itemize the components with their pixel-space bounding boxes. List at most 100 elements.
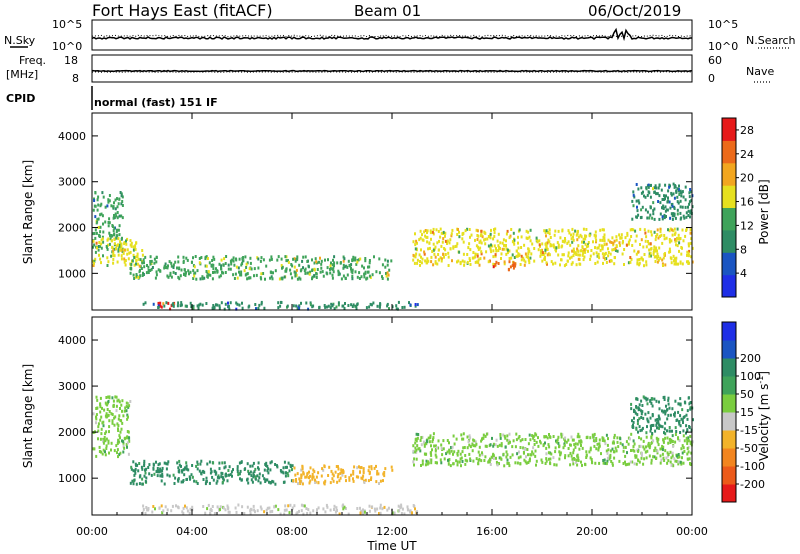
echo-cell: [663, 216, 666, 220]
echo-cell: [171, 504, 174, 508]
echo-cell: [687, 209, 690, 213]
echo-cell: [238, 270, 240, 274]
echo-cell: [177, 477, 180, 481]
echo-cell: [581, 463, 583, 467]
colorbar-segment: [722, 162, 736, 186]
echo-cell: [429, 436, 432, 440]
freq-series: [91, 69, 693, 73]
echo-cell: [570, 454, 573, 458]
echo-cell: [291, 468, 293, 472]
echo-cell: [335, 509, 338, 513]
echo-cell: [174, 476, 177, 480]
echo-cell: [523, 458, 526, 462]
echo-cell: [688, 249, 691, 253]
echo-cell: [667, 459, 670, 463]
echo-cell: [191, 505, 194, 509]
echo-cell: [120, 192, 123, 196]
echo-cell: [646, 417, 649, 421]
echo-cell: [142, 258, 145, 262]
echo-cell: [104, 450, 106, 454]
echo-cell: [539, 254, 542, 258]
echo-cell: [474, 444, 477, 448]
echo-cell: [503, 262, 506, 266]
echo-cell: [686, 447, 689, 450]
echo-cell: [603, 458, 606, 462]
echo-cell: [286, 465, 288, 469]
echo-cell: [507, 461, 510, 465]
echo-cell: [289, 503, 292, 507]
echo-cell: [113, 449, 116, 453]
echo-cell: [96, 220, 99, 224]
echo-cell: [159, 301, 162, 305]
echo-cell: [133, 478, 136, 482]
echo-cell: [99, 225, 102, 229]
echo-cell: [169, 307, 172, 311]
echo-cell: [642, 395, 645, 399]
echo-cell: [426, 257, 429, 261]
echo-cell: [513, 242, 516, 246]
echo-cell: [638, 258, 641, 261]
echo-cell: [253, 508, 256, 512]
echo-cell: [514, 264, 517, 268]
y-tick-label: 1000: [58, 267, 86, 280]
echo-cell: [221, 480, 224, 484]
echo-cell: [210, 264, 213, 268]
echo-cell: [681, 456, 683, 460]
echo-cell: [288, 511, 291, 515]
echo-cell: [683, 415, 686, 419]
echo-cell: [121, 439, 123, 443]
echo-cell: [368, 265, 371, 269]
velocity-echo-marks: [92, 395, 694, 516]
echo-cell: [244, 467, 247, 471]
echo-cell: [415, 448, 418, 452]
echo-cell: [308, 476, 310, 480]
echo-cell: [423, 250, 426, 254]
echo-cell: [681, 408, 684, 412]
echo-cell: [471, 256, 474, 260]
echo-cell: [477, 261, 480, 265]
echo-cell: [657, 421, 660, 425]
echo-cell: [677, 187, 680, 191]
echo-cell: [581, 240, 583, 244]
echo-cell: [545, 457, 548, 461]
echo-cell: [135, 463, 137, 467]
echo-cell: [444, 248, 447, 252]
echo-cell: [593, 444, 596, 448]
echo-cell: [132, 253, 135, 257]
echo-cell: [640, 453, 643, 457]
echo-cell: [94, 191, 97, 195]
echo-cell: [99, 396, 102, 400]
echo-cell: [124, 436, 126, 440]
echo-cell: [102, 424, 105, 428]
echo-cell: [309, 303, 312, 307]
echo-cell: [345, 264, 348, 268]
echo-cell: [95, 454, 98, 458]
echo-cell: [442, 253, 445, 256]
echo-cell: [121, 250, 124, 254]
echo-cell: [668, 240, 671, 244]
echo-cell: [660, 188, 663, 192]
echo-cell: [662, 456, 665, 460]
echo-cell: [223, 257, 226, 261]
echo-cell: [446, 239, 449, 243]
echo-cell: [502, 238, 505, 242]
echo-cell: [497, 244, 500, 248]
echo-cell: [360, 275, 363, 279]
echo-cell: [277, 301, 280, 305]
echo-cell: [266, 464, 269, 468]
echo-cell: [170, 275, 173, 279]
echo-cell: [587, 249, 589, 253]
echo-cell: [360, 476, 363, 480]
echo-cell: [581, 245, 584, 249]
echo-cell: [313, 274, 316, 278]
echo-cell: [679, 211, 682, 215]
echo-cell: [362, 467, 365, 471]
echo-cell: [523, 447, 526, 451]
echo-cell: [351, 259, 354, 263]
echo-cell: [564, 439, 566, 443]
cpid-label: CPID: [6, 92, 35, 105]
echo-cell: [412, 444, 415, 448]
echo-cell: [156, 470, 159, 474]
echo-cell: [559, 453, 562, 457]
echo-cell: [340, 277, 343, 281]
